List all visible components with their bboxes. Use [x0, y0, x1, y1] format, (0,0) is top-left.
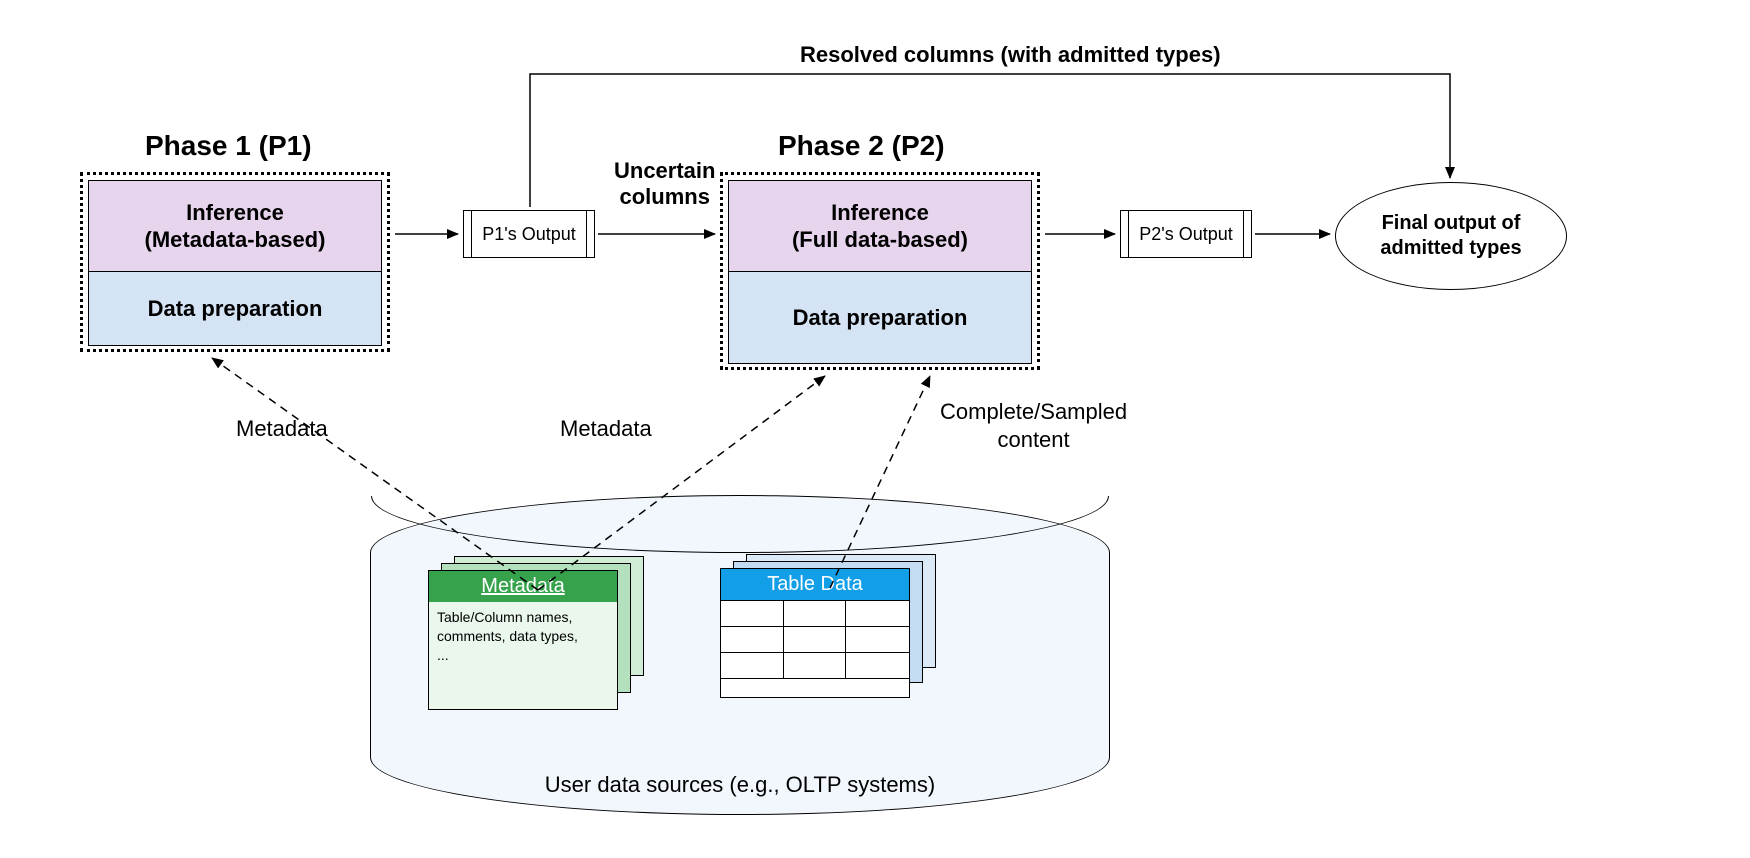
metadata1-label: Metadata — [236, 416, 328, 442]
phase2-dataprep-label: Data preparation — [793, 304, 968, 332]
metadata-doc-body: Table/Column names, comments, data types… — [429, 602, 617, 671]
metadata-doc-front: Metadata Table/Column names, comments, d… — [428, 570, 618, 710]
metadata2-label: Metadata — [560, 416, 652, 442]
metadata-doc-stack: Metadata Table/Column names, comments, d… — [428, 570, 644, 716]
uncertain-label: Uncertain columns — [614, 158, 715, 211]
metadata-doc-header: Metadata — [429, 571, 617, 602]
phase1-inference-label: Inference (Metadata-based) — [145, 199, 326, 254]
phase1-inference: Inference (Metadata-based) — [88, 180, 382, 272]
tabledata-grid — [721, 600, 909, 679]
tabledata-doc-stack: Table Data — [720, 568, 936, 704]
p1-output-label: P1's Output — [482, 224, 576, 245]
final-output: Final output of admitted types — [1335, 182, 1567, 290]
phase1-box: Inference (Metadata-based) Data preparat… — [80, 172, 390, 352]
p1-output-box: P1's Output — [463, 210, 595, 258]
phase2-inference: Inference (Full data-based) — [728, 180, 1032, 272]
phase2-dataprep: Data preparation — [728, 272, 1032, 364]
cylinder-top-ellipse — [371, 496, 1109, 553]
phase1-dataprep-label: Data preparation — [148, 295, 323, 323]
phase1-title: Phase 1 (P1) — [145, 130, 312, 162]
phase2-inference-label: Inference (Full data-based) — [792, 199, 968, 254]
p2-output-label: P2's Output — [1139, 224, 1233, 245]
resolved-label: Resolved columns (with admitted types) — [800, 42, 1221, 68]
diagram-canvas: Phase 1 (P1) Inference (Metadata-based) … — [0, 0, 1750, 858]
phase2-title: Phase 2 (P2) — [778, 130, 945, 162]
p2-output-box: P2's Output — [1120, 210, 1252, 258]
tabledata-doc-front: Table Data — [720, 568, 910, 698]
cylinder-label: User data sources (e.g., OLTP systems) — [371, 772, 1109, 798]
tabledata-doc-header: Table Data — [721, 569, 909, 600]
phase2-box: Inference (Full data-based) Data prepara… — [720, 172, 1040, 370]
phase1-dataprep: Data preparation — [88, 272, 382, 346]
final-output-label: Final output of admitted types — [1380, 211, 1521, 261]
content-label: Complete/Sampled content — [940, 398, 1127, 453]
